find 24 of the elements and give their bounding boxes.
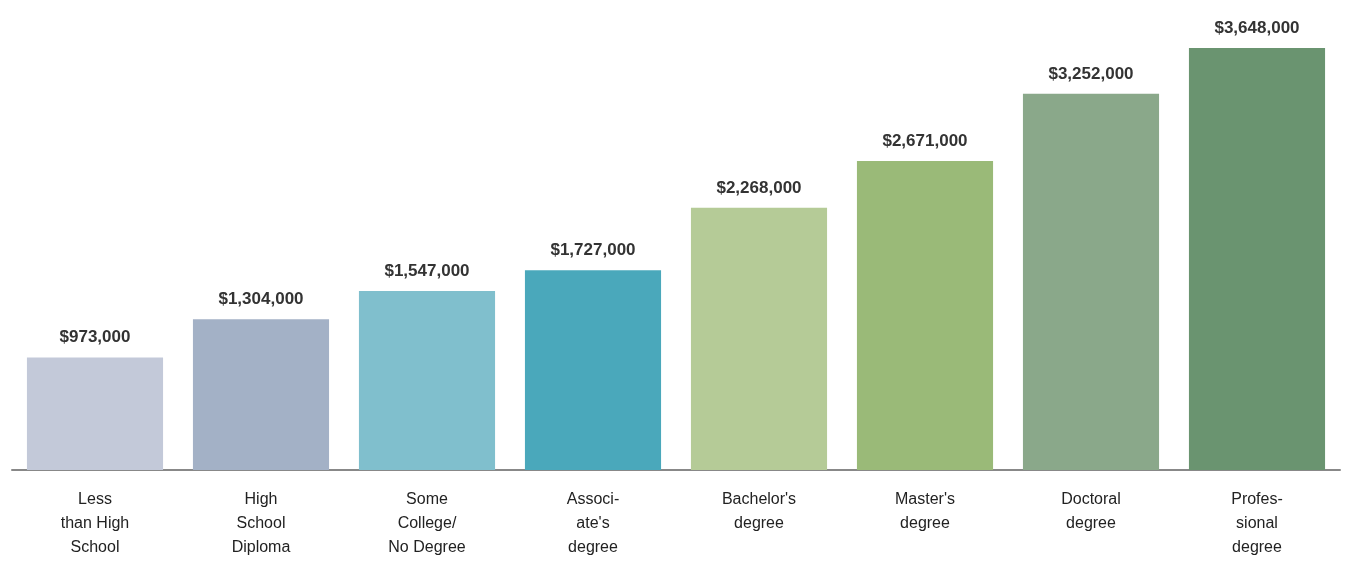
data-label: $3,252,000	[1048, 63, 1134, 83]
data-label: $3,648,000	[1214, 18, 1300, 37]
bar	[524, 270, 662, 470]
x-tick-label: High School Diploma	[231, 489, 291, 555]
x-tick-label: Bachelor's degree	[721, 489, 797, 531]
data-label: $1,304,000	[218, 289, 304, 309]
data-label: $2,268,000	[716, 177, 802, 197]
data-label: $1,727,000	[550, 240, 636, 260]
x-tick-label: Master's degree	[895, 489, 955, 531]
data-label: $1,547,000	[384, 261, 470, 281]
x-tick-label: Less than High School	[60, 489, 130, 555]
data-label: $2,671,000	[882, 131, 968, 151]
bar	[192, 319, 330, 470]
x-tick-label: Doctoral degree	[1061, 489, 1121, 531]
x-tick-label: Some College/ No Degree	[388, 489, 466, 555]
bar	[690, 207, 828, 470]
x-tick-label: Profes- sional degree	[1231, 489, 1283, 555]
bar	[1022, 93, 1160, 470]
bar	[856, 161, 994, 470]
bar	[358, 291, 496, 470]
bar	[1188, 48, 1326, 470]
x-tick-label: Associ- ate's degree	[566, 489, 620, 555]
bar	[26, 357, 164, 470]
data-label: $973,000	[59, 327, 131, 347]
